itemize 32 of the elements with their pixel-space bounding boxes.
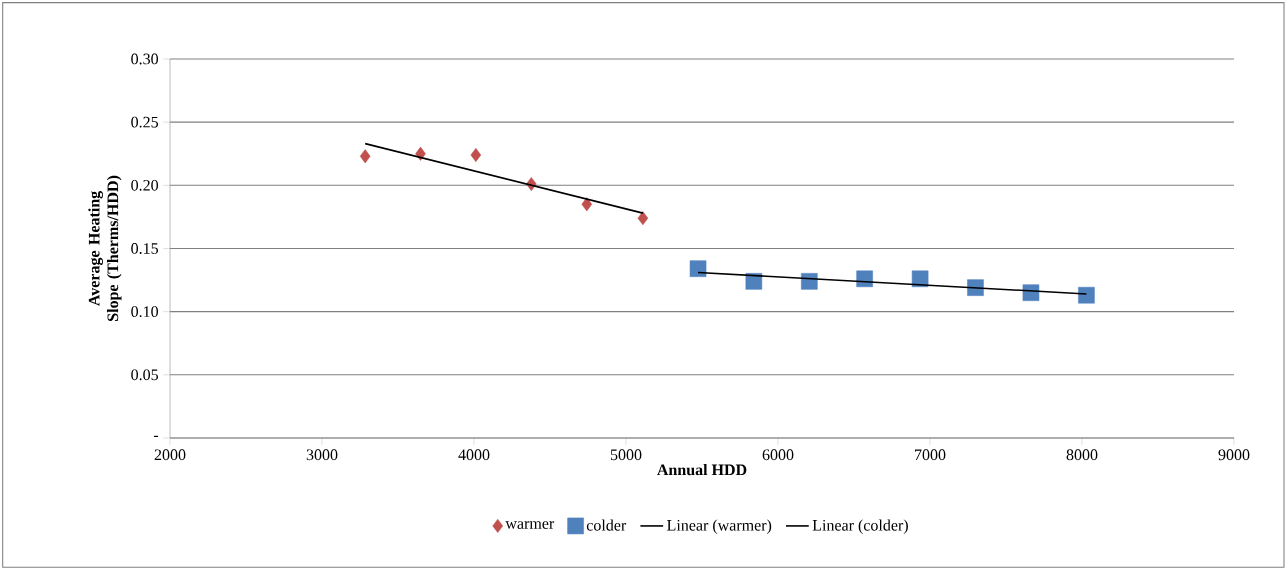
x-tick-label: 7000 xyxy=(915,449,946,461)
x-tick-label: 4000 xyxy=(458,449,490,461)
x-tick-label: 2000 xyxy=(154,449,186,461)
y-tick-label: 0.25 xyxy=(131,116,159,128)
point xyxy=(1078,286,1095,304)
y-tick-label: - xyxy=(153,435,159,437)
legend-label: Linear (colder) xyxy=(812,519,908,534)
legend-label: colder xyxy=(586,519,627,531)
y-tick-label: 0.15 xyxy=(131,243,159,254)
legend-label: warmer xyxy=(505,521,555,529)
point xyxy=(1022,284,1040,301)
point xyxy=(801,273,818,290)
y-axis-title: Average Heating Slope (Therms/HDD) xyxy=(88,175,122,321)
point xyxy=(856,270,873,288)
x-tick-label: 8000 xyxy=(1066,449,1098,461)
x-tick-label: 5000 xyxy=(610,449,642,461)
point xyxy=(581,197,593,212)
x-tick-label: 9000 xyxy=(1218,449,1250,461)
y-tick-label: 0.05 xyxy=(131,369,159,381)
point xyxy=(359,149,371,164)
y-tick-label: 0.30 xyxy=(131,53,159,65)
x-axis-title: Annual HDD xyxy=(657,463,747,476)
legend-label: Linear (warmer) xyxy=(667,519,772,534)
point xyxy=(689,260,707,277)
x-tick-label: 6000 xyxy=(762,449,794,461)
y-tick-label: 0.20 xyxy=(131,179,159,191)
point xyxy=(470,148,482,162)
x-tick-label: 3000 xyxy=(306,449,338,461)
point xyxy=(637,211,649,226)
point xyxy=(745,273,763,290)
point xyxy=(911,270,929,288)
y-tick-label: 0.10 xyxy=(131,306,159,318)
